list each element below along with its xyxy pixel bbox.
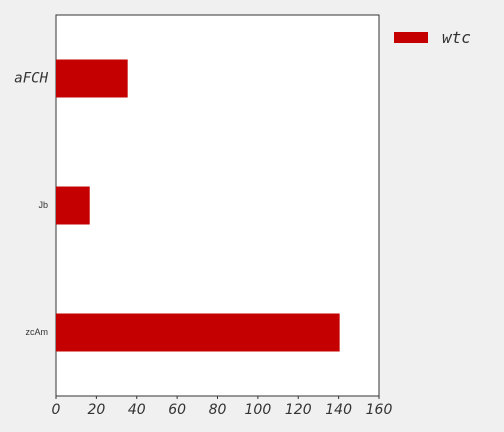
x-tick-label: 120 — [285, 402, 312, 418]
x-tick-label: 140 — [325, 402, 352, 418]
x-tick-label: 60 — [168, 402, 186, 418]
x-axis-ticks: 0 20 40 60 80 100 120 140 160 — [52, 396, 393, 418]
x-tick-label: 100 — [245, 402, 272, 418]
bar-aFCH — [56, 59, 128, 98]
bars-group — [56, 59, 340, 352]
legend-swatch — [394, 32, 428, 43]
x-tick-label: 40 — [128, 402, 146, 418]
legend: wtc — [394, 28, 471, 47]
x-tick-label: 0 — [52, 402, 61, 418]
category-labels: aFCH Jb zcAm — [14, 71, 48, 337]
legend-label: wtc — [442, 28, 471, 47]
bar-zcAm — [56, 313, 340, 352]
category-label-Jb: Jb — [38, 200, 48, 210]
category-label-zcAm: zcAm — [26, 327, 49, 337]
x-tick-label: 80 — [209, 402, 227, 418]
x-tick-label: 20 — [87, 402, 105, 418]
x-tick-label: 160 — [366, 402, 393, 418]
bar-Jb — [56, 186, 90, 225]
category-label-aFCH: aFCH — [14, 71, 48, 87]
